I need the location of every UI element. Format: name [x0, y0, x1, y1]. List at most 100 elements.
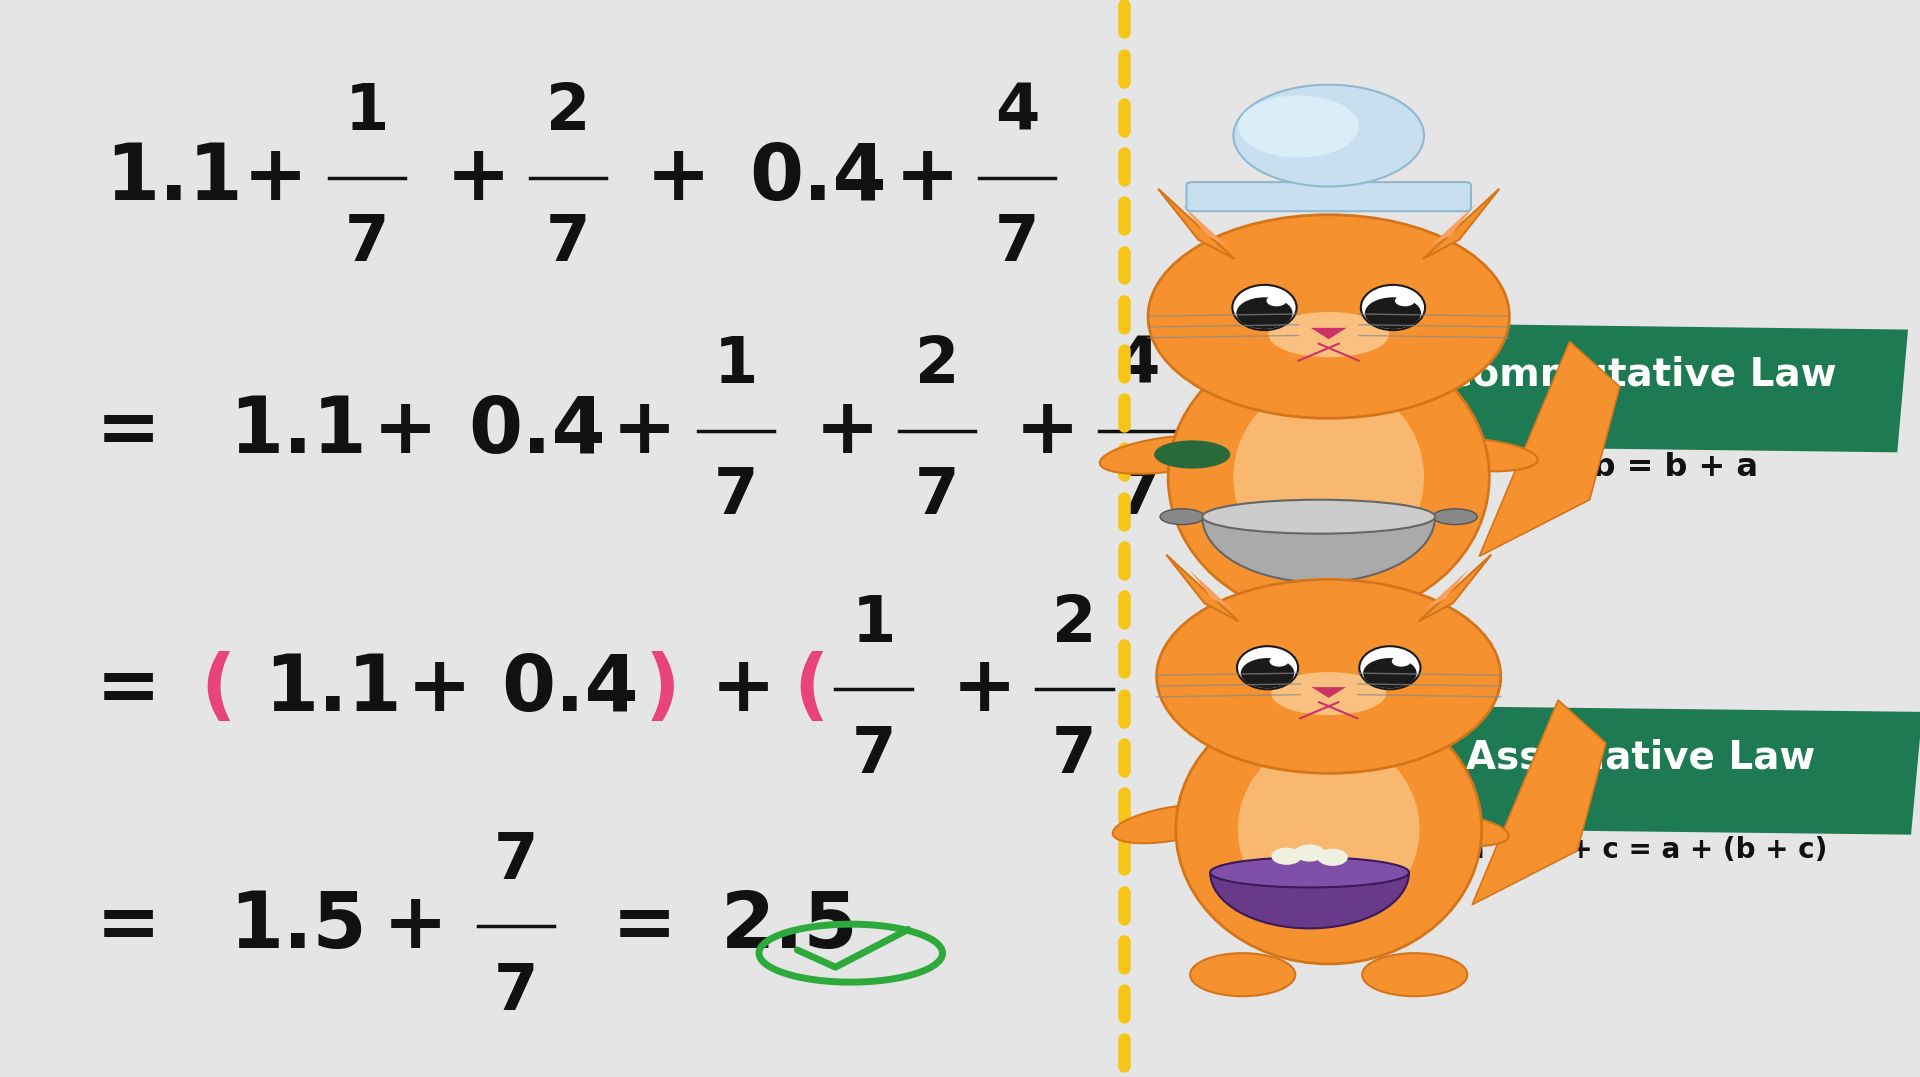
Text: (: (: [793, 652, 829, 727]
Polygon shape: [1478, 341, 1620, 556]
Text: 0.4: 0.4: [468, 393, 607, 468]
Text: (a + b) + c = a + (b + c): (a + b) + c = a + (b + c): [1453, 836, 1828, 864]
Ellipse shape: [1175, 695, 1482, 964]
Circle shape: [1317, 849, 1348, 866]
Text: 4: 4: [1254, 592, 1298, 655]
Text: 1: 1: [346, 81, 390, 143]
Text: =: =: [96, 652, 161, 727]
Ellipse shape: [1167, 336, 1490, 618]
Text: Commutative Law: Commutative Law: [1444, 355, 1837, 394]
Polygon shape: [1311, 327, 1346, 339]
Text: +: +: [710, 652, 776, 727]
Text: 2: 2: [545, 81, 589, 143]
Text: ): ): [1338, 652, 1375, 727]
Circle shape: [1269, 656, 1288, 667]
Circle shape: [1365, 297, 1421, 328]
Ellipse shape: [1361, 284, 1425, 330]
FancyBboxPatch shape: [1187, 182, 1471, 211]
Text: 7: 7: [851, 724, 897, 786]
Ellipse shape: [1202, 500, 1434, 534]
Text: +: +: [814, 393, 879, 468]
Circle shape: [1392, 656, 1411, 667]
Text: =: =: [96, 889, 161, 964]
Circle shape: [1236, 297, 1292, 328]
Text: 7: 7: [545, 212, 589, 275]
Ellipse shape: [1154, 440, 1231, 468]
Ellipse shape: [1269, 312, 1388, 358]
Ellipse shape: [1210, 857, 1409, 887]
Text: 7: 7: [1116, 465, 1160, 528]
Text: 7: 7: [1254, 724, 1298, 786]
Text: +: +: [612, 393, 678, 468]
Text: ): ): [645, 652, 680, 727]
Polygon shape: [1357, 705, 1920, 835]
Ellipse shape: [1160, 508, 1204, 524]
Circle shape: [1294, 844, 1325, 862]
Ellipse shape: [1238, 738, 1419, 921]
Text: 1: 1: [851, 592, 897, 655]
Circle shape: [1148, 214, 1509, 418]
Wedge shape: [1202, 517, 1434, 583]
Text: 7: 7: [914, 465, 958, 528]
Text: 2.5: 2.5: [720, 889, 858, 964]
Polygon shape: [1188, 570, 1233, 610]
Text: 1.1: 1.1: [228, 393, 367, 468]
Ellipse shape: [1190, 953, 1296, 996]
Circle shape: [1396, 295, 1415, 306]
Text: a + b = b + a: a + b = b + a: [1523, 452, 1759, 484]
Text: 7: 7: [493, 961, 538, 1023]
Text: =: =: [96, 393, 161, 468]
Text: Associative Law: Associative Law: [1465, 738, 1814, 777]
Ellipse shape: [1233, 284, 1296, 330]
Ellipse shape: [1233, 85, 1425, 186]
Ellipse shape: [1183, 607, 1294, 653]
Text: +: +: [445, 140, 511, 215]
Text: +: +: [372, 393, 438, 468]
Wedge shape: [1210, 872, 1409, 928]
Polygon shape: [1430, 205, 1475, 247]
Text: +: +: [895, 140, 960, 215]
Polygon shape: [1473, 700, 1605, 905]
Text: 0.4: 0.4: [501, 652, 639, 727]
Text: +: +: [952, 652, 1018, 727]
Ellipse shape: [1114, 805, 1231, 843]
Ellipse shape: [1363, 607, 1475, 653]
Text: 2: 2: [914, 334, 958, 396]
Text: 7: 7: [493, 829, 538, 892]
Text: 1: 1: [714, 334, 758, 396]
Circle shape: [1363, 658, 1417, 688]
Ellipse shape: [1236, 646, 1298, 689]
Circle shape: [1271, 848, 1302, 865]
Text: 4: 4: [995, 81, 1039, 143]
Text: +: +: [647, 140, 710, 215]
Polygon shape: [1373, 323, 1908, 452]
Polygon shape: [1183, 205, 1229, 247]
Ellipse shape: [1409, 437, 1538, 472]
Ellipse shape: [1233, 381, 1425, 573]
Polygon shape: [1158, 188, 1235, 258]
Polygon shape: [1425, 570, 1469, 610]
Text: +: +: [382, 889, 447, 964]
Text: 7: 7: [346, 212, 390, 275]
Text: 7: 7: [1052, 724, 1096, 786]
Ellipse shape: [1238, 96, 1359, 157]
Text: +: +: [1152, 652, 1217, 727]
Text: 1.1: 1.1: [106, 140, 242, 215]
Text: 1.5: 1.5: [228, 889, 367, 964]
Text: 0.4: 0.4: [749, 140, 887, 215]
Ellipse shape: [1271, 672, 1386, 715]
Text: 7: 7: [714, 465, 758, 528]
Polygon shape: [1165, 555, 1238, 621]
Ellipse shape: [1361, 953, 1467, 996]
Text: (: (: [202, 652, 236, 727]
Ellipse shape: [1432, 508, 1476, 524]
Ellipse shape: [1100, 435, 1236, 474]
Text: +: +: [407, 652, 472, 727]
Circle shape: [1267, 295, 1286, 306]
Circle shape: [1240, 658, 1294, 688]
Polygon shape: [1423, 188, 1500, 258]
Polygon shape: [1311, 687, 1346, 698]
Polygon shape: [1419, 555, 1492, 621]
Text: +: +: [242, 140, 307, 215]
Text: +: +: [1016, 393, 1081, 468]
